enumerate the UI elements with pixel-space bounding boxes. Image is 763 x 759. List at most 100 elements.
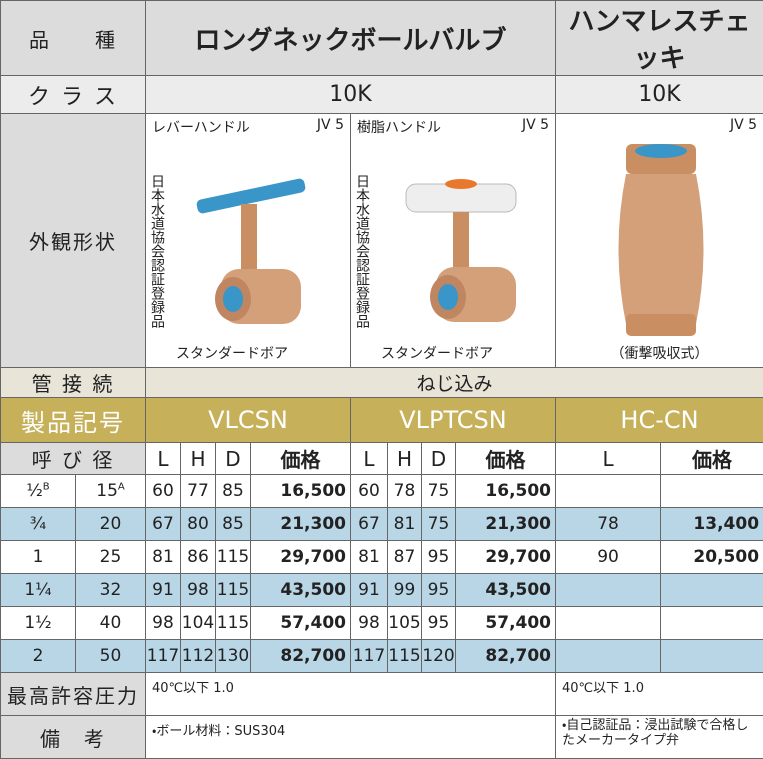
bore: スタンダードボア (381, 343, 493, 363)
class: 10K (556, 76, 763, 114)
cell: 95 (422, 607, 456, 640)
size-value: 2 (33, 646, 44, 666)
size-value: 25 (100, 547, 122, 567)
note: （衝撃吸収式） (556, 343, 763, 363)
handle-name: レバーハンドル (152, 117, 250, 137)
unit: B (43, 481, 50, 492)
size-value: 50 (100, 646, 122, 666)
cell: 21,300 (456, 508, 556, 541)
cell: 117 (351, 640, 388, 673)
cell: 87 (388, 541, 422, 574)
column-header: D (422, 443, 456, 475)
cell: 85 (216, 508, 251, 541)
cert: 日本水道協会認証登録品 (355, 174, 369, 328)
column-header: 価格 (251, 443, 351, 475)
cell: 78 (556, 508, 661, 541)
column-header: H (388, 443, 422, 475)
kind: ロングネックボールバルブ (146, 1, 556, 76)
size-value: 32 (100, 580, 122, 600)
row: ク ラ ス 10K 10K (1, 76, 763, 114)
cell: 99 (388, 574, 422, 607)
class: 10K (146, 76, 556, 114)
cell: 120 (422, 640, 456, 673)
row: 最高許容圧力 40℃以下 1.0 40℃以下 1.0 (1, 673, 763, 716)
cell: 86 (181, 541, 216, 574)
row: 管 接 続 ねじ込み (1, 368, 763, 398)
cell: 21,300 (251, 508, 351, 541)
size-inch: 1½ (1, 607, 76, 640)
size-mm: 15A (76, 475, 146, 508)
cell: 16,500 (456, 475, 556, 508)
cell: 115 (216, 574, 251, 607)
code: JV 5 (730, 117, 757, 133)
cell (556, 640, 661, 673)
cell: 85 (216, 475, 251, 508)
cell: 43,500 (251, 574, 351, 607)
row: 品 種 ロングネックボールバルブ ハンマレスチェッキ (1, 1, 763, 76)
product-code: VLPTCSN (351, 398, 556, 443)
cell: 13,400 (661, 508, 763, 541)
size-mm: 32 (76, 574, 146, 607)
cell: 115 (216, 541, 251, 574)
column-header: 価格 (661, 443, 763, 475)
cell: 16,500 (251, 475, 351, 508)
cell: 115 (388, 640, 422, 673)
product-code: HC-CN (556, 398, 763, 443)
size-inch: ½B (1, 475, 76, 508)
cell: 67 (146, 508, 181, 541)
handle-name: 樹脂ハンドル (357, 117, 441, 137)
row: 外観形状 レバーハンドル JV 5 日本水道協会認証登録品 スタンダードボア 樹… (1, 114, 763, 368)
cell (556, 475, 661, 508)
label: 呼 び 径 (1, 443, 146, 475)
size-mm: 20 (76, 508, 146, 541)
cell: 57,400 (251, 607, 351, 640)
size-inch: 1 (1, 541, 76, 574)
kind: ハンマレスチェッキ (556, 1, 763, 76)
size-value: ½ (26, 481, 42, 501)
cell (556, 607, 661, 640)
column-header: D (216, 443, 251, 475)
size-value: 40 (100, 613, 122, 633)
column-header: 価格 (456, 443, 556, 475)
valve-image (396, 159, 536, 339)
size-value: ¾ (30, 514, 46, 534)
unit: A (118, 481, 125, 492)
cell (661, 475, 763, 508)
cell: 95 (422, 541, 456, 574)
column-header: L (351, 443, 388, 475)
cell: 29,700 (251, 541, 351, 574)
size-value: 1¼ (24, 580, 51, 600)
cell: 104 (181, 607, 216, 640)
size-mm: 25 (76, 541, 146, 574)
code: JV 5 (522, 117, 549, 133)
cell: 81 (146, 541, 181, 574)
cell: 80 (181, 508, 216, 541)
label: 外観形状 (1, 114, 146, 368)
size-mm: 50 (76, 640, 146, 673)
size-value: 1½ (24, 613, 51, 633)
connection: ねじ込み (146, 368, 763, 398)
cell: 60 (351, 475, 388, 508)
appearance-cell: JV 5 （衝撃吸収式） (556, 114, 763, 368)
size-inch: 2 (1, 640, 76, 673)
cell: 77 (181, 475, 216, 508)
bore: スタンダードボア (176, 343, 288, 363)
product-code: VLCSN (146, 398, 351, 443)
cell (556, 574, 661, 607)
cell (661, 607, 763, 640)
cell: 112 (181, 640, 216, 673)
cell: 115 (216, 607, 251, 640)
appearance-cell: 樹脂ハンドル JV 5 日本水道協会認証登録品 スタンダードボア (351, 114, 556, 368)
label: 品 種 (1, 1, 146, 76)
cell: 75 (422, 475, 456, 508)
page: 品 種 ロングネックボールバルブ ハンマレスチェッキ ク ラ ス 10K 10K… (0, 0, 763, 722)
valve-image (191, 159, 331, 339)
